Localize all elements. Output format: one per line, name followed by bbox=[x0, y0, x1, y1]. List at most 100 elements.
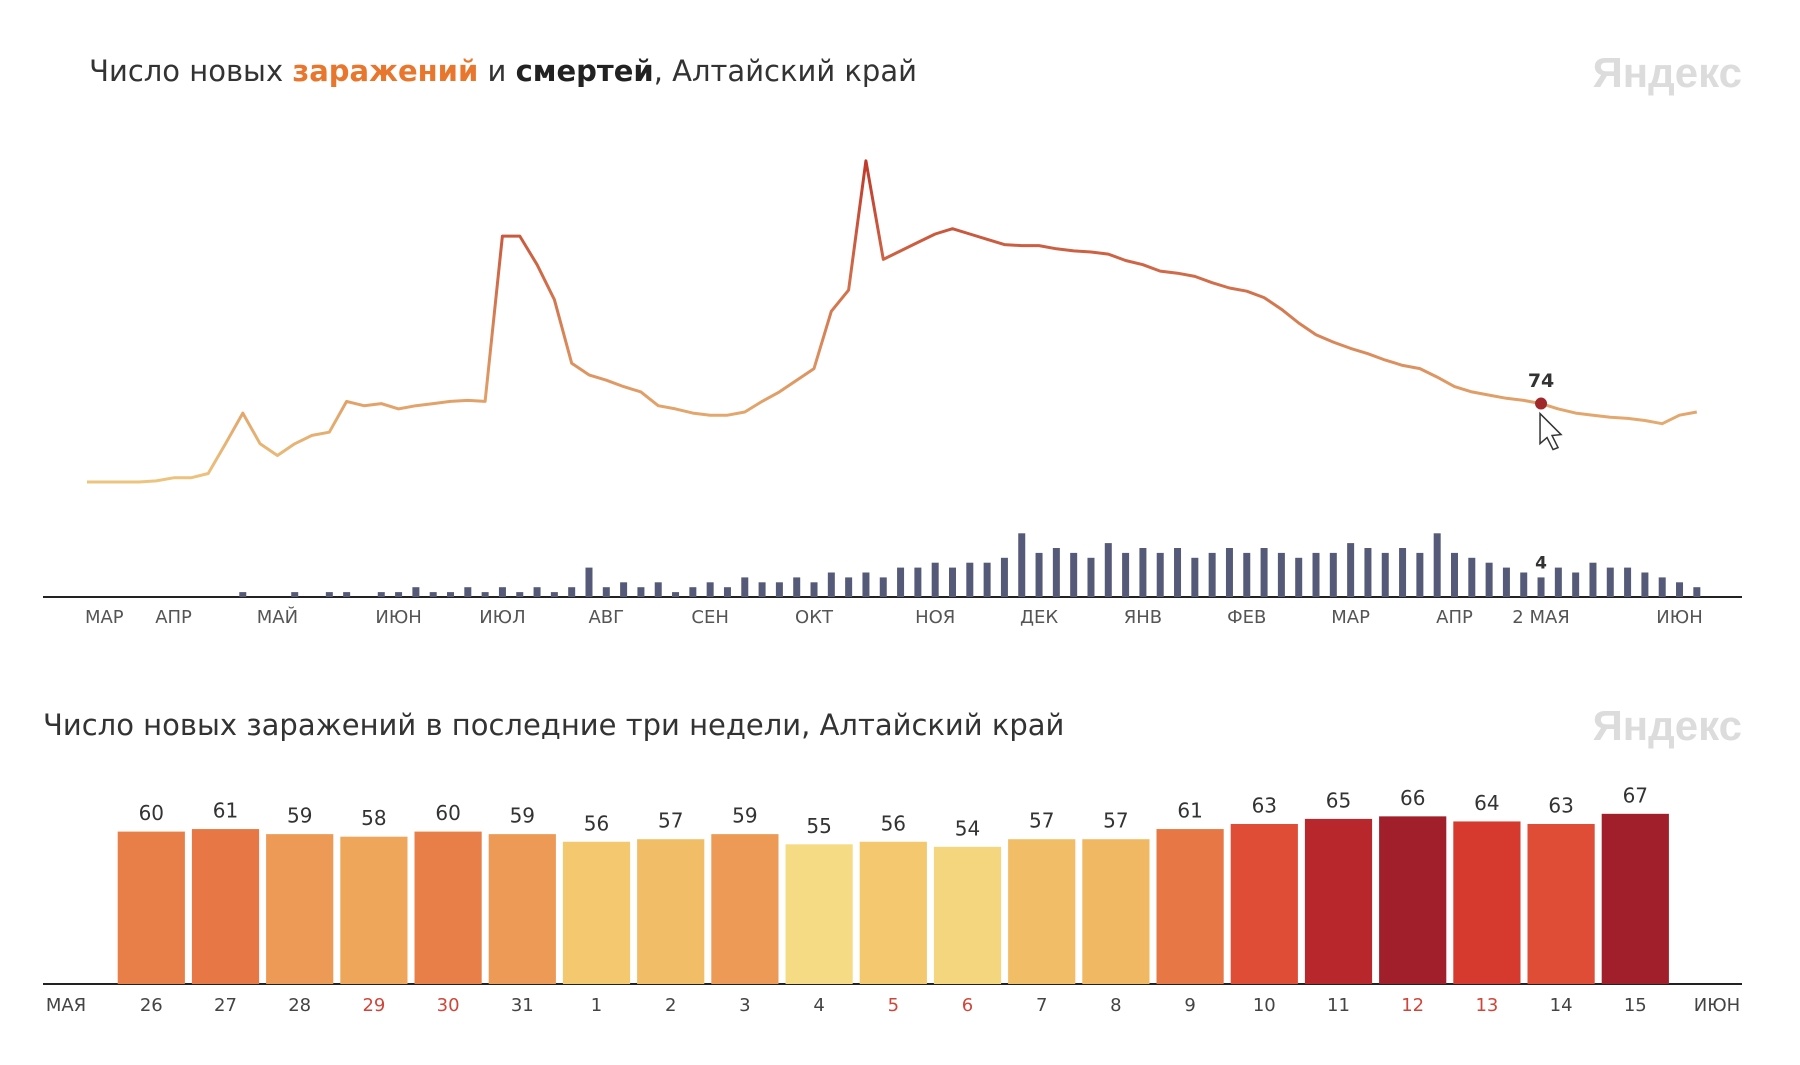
data-label: 64 bbox=[1474, 791, 1499, 815]
bar bbox=[1453, 821, 1521, 984]
death-bar bbox=[1070, 552, 1078, 597]
death-bar bbox=[1399, 548, 1407, 597]
data-label: 66 bbox=[1400, 786, 1425, 810]
death-bar bbox=[1277, 552, 1285, 597]
x-tick-label: 6 bbox=[962, 995, 973, 1016]
death-bar bbox=[1624, 567, 1632, 597]
death-bar bbox=[602, 587, 610, 597]
death-bar bbox=[1052, 548, 1060, 597]
data-label: 60 bbox=[435, 801, 460, 825]
data-label: 61 bbox=[1177, 799, 1202, 823]
bar bbox=[117, 831, 185, 984]
death-bar bbox=[1416, 552, 1424, 597]
title-part: заражений bbox=[292, 54, 478, 88]
bar bbox=[488, 834, 556, 984]
x-tick-label: 9 bbox=[1184, 995, 1195, 1016]
death-bar bbox=[827, 572, 835, 597]
bar bbox=[1230, 823, 1298, 984]
death-bar bbox=[793, 577, 801, 597]
death-bar bbox=[1122, 552, 1130, 597]
x-tick-label: 28 bbox=[288, 995, 311, 1016]
x-tick-label: 7 bbox=[1036, 995, 1047, 1016]
death-bar bbox=[966, 562, 974, 597]
chart-title: Число новых заражений в последние три не… bbox=[43, 708, 1064, 742]
data-label: 65 bbox=[1326, 788, 1351, 812]
x-tick-label: 14 bbox=[1550, 995, 1573, 1016]
title-part: , Алтайский край bbox=[654, 54, 917, 88]
bar bbox=[1156, 829, 1224, 984]
title-part: Число новых bbox=[89, 54, 292, 88]
infection-line bbox=[87, 159, 1698, 484]
death-bar bbox=[1606, 567, 1614, 597]
bar bbox=[1379, 816, 1447, 984]
death-bar bbox=[1087, 557, 1095, 597]
x-tick-label: 8 bbox=[1110, 995, 1121, 1016]
death-bar bbox=[862, 572, 870, 597]
data-label: 4 bbox=[1535, 553, 1547, 573]
x-tick-label: ЯНВ bbox=[1124, 607, 1162, 628]
death-bar bbox=[1347, 543, 1355, 597]
death-bar bbox=[931, 562, 939, 597]
death-bar bbox=[412, 587, 420, 597]
death-bar bbox=[741, 577, 749, 597]
data-label: 63 bbox=[1548, 793, 1573, 817]
data-label: 63 bbox=[1252, 793, 1277, 817]
x-tick-label: МАР bbox=[1331, 607, 1370, 628]
highlight-point bbox=[1535, 397, 1548, 410]
x-tick-label: МАР bbox=[85, 607, 124, 628]
death-bar bbox=[1468, 557, 1476, 597]
death-bar bbox=[1502, 567, 1510, 597]
bar bbox=[1008, 839, 1076, 984]
x-tick-label: 12 bbox=[1401, 995, 1424, 1016]
x-tick-label: 13 bbox=[1475, 995, 1498, 1016]
x-tick-label: СЕН bbox=[691, 607, 728, 628]
data-label: 59 bbox=[510, 804, 535, 828]
bar bbox=[859, 841, 927, 984]
x-tick-label: ОКТ bbox=[795, 607, 834, 628]
x-tick-label: 10 bbox=[1253, 995, 1276, 1016]
bar bbox=[266, 834, 334, 984]
data-label: 57 bbox=[1029, 809, 1054, 833]
cursor bbox=[1539, 411, 1563, 451]
data-label: 56 bbox=[584, 811, 609, 835]
death-bar bbox=[516, 592, 524, 597]
chart-title: Число новых заражений и смертей, Алтайск… bbox=[43, 54, 945, 88]
death-bar bbox=[1572, 572, 1580, 597]
death-bar bbox=[637, 587, 645, 597]
bar bbox=[933, 846, 1002, 984]
x-tick-label: ДЕК bbox=[1020, 607, 1058, 628]
x-tick-label: АВГ bbox=[588, 607, 624, 628]
x-tick-label: АПР bbox=[155, 607, 192, 628]
death-bar bbox=[1693, 587, 1701, 597]
x-tick-label: 26 bbox=[140, 995, 163, 1016]
data-label: 58 bbox=[361, 806, 386, 830]
bar bbox=[1601, 813, 1669, 984]
death-bar bbox=[498, 587, 506, 597]
bar bbox=[340, 836, 408, 984]
death-bar bbox=[1191, 557, 1199, 597]
data-label: 55 bbox=[806, 814, 831, 838]
death-bar bbox=[758, 582, 766, 597]
death-bar bbox=[481, 592, 489, 597]
death-bar bbox=[1381, 552, 1389, 597]
brand-logo: Яндекс bbox=[1593, 702, 1742, 749]
bar bbox=[1304, 818, 1373, 984]
death-bar bbox=[914, 567, 922, 597]
death-bar bbox=[1260, 548, 1268, 597]
bar bbox=[191, 829, 260, 984]
death-bar bbox=[1295, 557, 1303, 597]
x-axis-end-label: ИЮН bbox=[1694, 995, 1740, 1016]
x-tick-label: МАЙ bbox=[257, 606, 298, 628]
data-label: 54 bbox=[955, 816, 980, 840]
death-bar bbox=[1641, 572, 1649, 597]
death-bar bbox=[672, 592, 680, 597]
x-tick-label: ИЮЛ bbox=[479, 607, 525, 628]
x-tick-label: 3 bbox=[739, 995, 750, 1016]
death-bar bbox=[1035, 552, 1043, 597]
x-tick-label: 4 bbox=[813, 995, 824, 1016]
death-bar bbox=[654, 582, 662, 597]
x-tick-label: 2 МАЯ bbox=[1512, 607, 1570, 628]
death-bar bbox=[1485, 562, 1493, 597]
death-bar bbox=[1312, 552, 1320, 597]
